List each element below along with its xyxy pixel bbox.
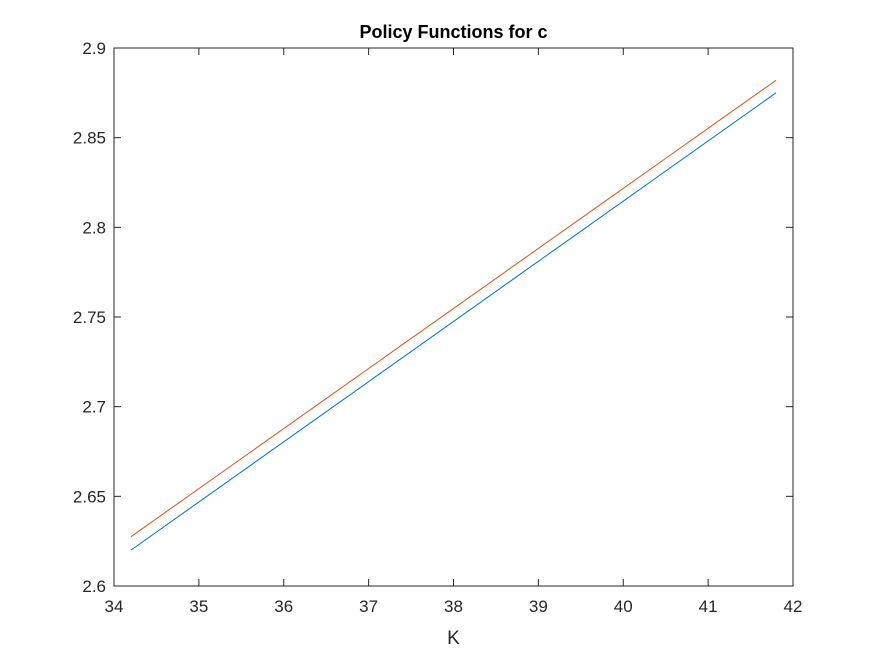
y-tick-label: 2.85 [73, 129, 106, 148]
y-axis-ticks: 2.6 2.65 2.7 2.75 2.8 2.85 2.9 [73, 39, 793, 596]
x-tick-label: 39 [529, 597, 548, 616]
y-tick-label: 2.7 [82, 398, 106, 417]
x-tick-label: 40 [614, 597, 633, 616]
x-tick-label: 35 [189, 597, 208, 616]
y-tick-label: 2.6 [82, 577, 106, 596]
chart-title: Policy Functions for c [359, 22, 547, 42]
y-tick-label: 2.75 [73, 308, 106, 327]
x-tick-label: 36 [274, 597, 293, 616]
series-layer [130, 79, 777, 551]
series-line-2 [130, 79, 777, 538]
plot-area [113, 47, 794, 587]
x-tick-label: 42 [784, 597, 803, 616]
x-tick-label: 38 [444, 597, 463, 616]
series-line-1 [130, 92, 777, 551]
x-tick-label: 41 [699, 597, 718, 616]
x-axis-ticks: 34 35 36 37 38 39 40 41 42 [105, 48, 803, 616]
y-tick-label: 2.65 [73, 487, 106, 506]
y-tick-label: 2.8 [82, 218, 106, 237]
x-axis-label: K [447, 628, 460, 649]
y-tick-label: 2.9 [82, 39, 106, 58]
x-tick-label: 37 [359, 597, 378, 616]
x-tick-label: 34 [105, 597, 124, 616]
